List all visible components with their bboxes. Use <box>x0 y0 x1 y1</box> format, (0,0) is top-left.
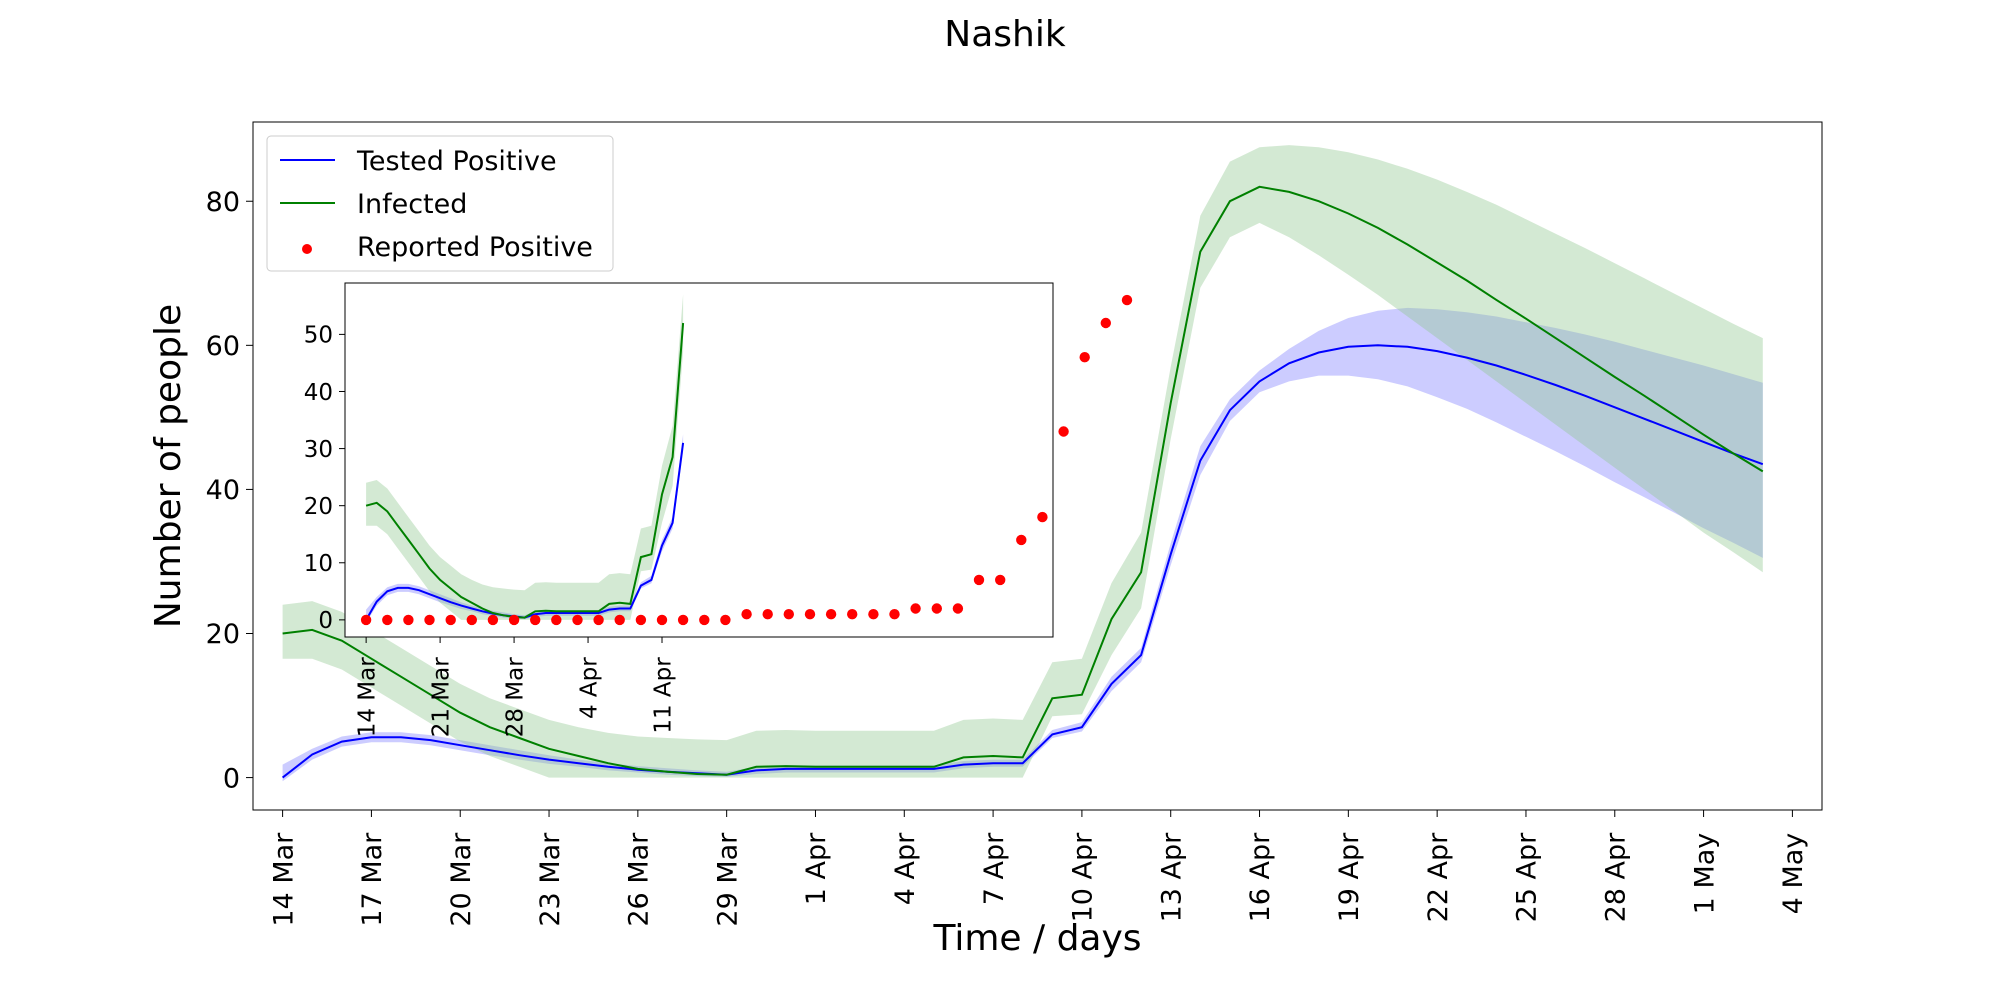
legend-swatch-2 <box>302 244 312 254</box>
inset-point-4 <box>445 614 456 626</box>
inset-xtick-label-2: 28 Mar <box>502 657 528 738</box>
legend-box <box>266 135 614 272</box>
inset-point-34 <box>1079 352 1090 363</box>
inset-point-3 <box>424 614 435 626</box>
main-ytick-label-3: 60 <box>206 331 240 362</box>
main-ytick-label-1: 20 <box>206 619 240 650</box>
main-xtick-label-13: 22 Apr <box>1423 832 1454 923</box>
inset-point-27 <box>931 603 942 614</box>
inset-point-14 <box>656 614 668 626</box>
main-ytick-label-2: 40 <box>206 475 240 506</box>
inset-ytick-label-1: 10 <box>304 551 333 577</box>
main-x-axis-label: Time / days <box>932 918 1141 959</box>
main-line-0 <box>281 344 1764 779</box>
main-xtick-label-15: 28 Apr <box>1600 832 1631 923</box>
inset-point-0 <box>360 614 372 626</box>
inset-point-11 <box>593 614 604 626</box>
main-xtick-label-1: 17 Mar <box>357 832 388 927</box>
legend: Tested Positive Infected Reported Positive <box>266 135 614 272</box>
inset-line-1 <box>365 322 685 619</box>
inset-point-32 <box>1037 511 1048 523</box>
inset-point-17 <box>720 614 731 626</box>
inset-point-8 <box>530 614 541 626</box>
inset-point-5 <box>466 614 477 626</box>
main-xtick-label-6: 1 Apr <box>801 832 832 905</box>
main-xtick-label-14: 25 Apr <box>1512 832 1543 923</box>
inset-point-31 <box>1016 534 1027 546</box>
main-xtick-label-7: 4 Apr <box>890 832 921 905</box>
inset-point-33 <box>1058 426 1069 437</box>
inset-ytick-label-4: 40 <box>304 380 333 406</box>
inset-point-36 <box>1121 294 1133 306</box>
main-xtick-label-10: 13 Apr <box>1156 832 1187 923</box>
inset-point-1 <box>382 614 393 626</box>
main-ytick-label-0: 0 <box>223 763 240 794</box>
inset-point-6 <box>487 614 499 626</box>
inset-point-24 <box>868 609 879 620</box>
inset-point-15 <box>677 614 689 626</box>
inset-xtick-label-4: 11 Apr <box>650 657 676 734</box>
main-band-1 <box>282 145 1763 778</box>
inset-chart: 0 10 20 30 40 50 14 Mar 21 Mar 28 Mar 4 Apr 11 Apr <box>304 282 1133 738</box>
legend-label-2: Reported Positive <box>357 232 593 263</box>
inset-ytick-label-0: 0 <box>318 608 333 634</box>
main-xtick-label-0: 14 Mar <box>268 832 299 927</box>
inset-point-7 <box>508 614 520 626</box>
inset-point-10 <box>572 614 583 626</box>
inset-point-35 <box>1100 317 1112 329</box>
inset-point-2 <box>403 614 414 626</box>
main-line-1 <box>282 185 1764 776</box>
legend-label-0: Tested Positive <box>356 146 557 177</box>
inset-ytick-label-2: 20 <box>304 494 333 520</box>
inset-xtick-label-3: 4 Apr <box>576 657 602 719</box>
inset-point-28 <box>952 603 964 614</box>
main-xtick-label-17: 4 May <box>1778 833 1809 915</box>
inset-frame <box>344 282 1054 638</box>
main-xtick-label-3: 23 Mar <box>535 832 566 927</box>
main-xtick-label-11: 16 Apr <box>1245 832 1276 923</box>
inset-point-22 <box>825 609 837 620</box>
inset-plot-area <box>345 283 1053 637</box>
main-xtick-label-12: 19 Apr <box>1334 832 1365 923</box>
main-xtick-label-9: 10 Apr <box>1068 832 1099 923</box>
chart-title: Nashik <box>944 14 1066 55</box>
inset-point-13 <box>635 614 647 626</box>
main-xtick-label-16: 1 May <box>1689 833 1720 915</box>
inset-point-29 <box>973 574 985 586</box>
inset-ytick-label-3: 30 <box>304 437 333 463</box>
inset-ytick-label-5: 50 <box>304 323 333 349</box>
inset-scatter-2 <box>360 294 1133 626</box>
inset-xtick-label-0: 14 Mar <box>354 657 380 738</box>
inset-point-26 <box>910 603 921 614</box>
inset-point-21 <box>804 609 816 620</box>
main-ytick-label-4: 80 <box>206 187 240 218</box>
inset-point-23 <box>847 609 858 620</box>
inset-point-20 <box>783 609 794 620</box>
inset-point-18 <box>741 609 752 620</box>
main-band-0 <box>282 307 1763 782</box>
main-xtick-label-2: 20 Mar <box>446 832 477 927</box>
inset-point-12 <box>614 614 625 626</box>
inset-point-30 <box>995 574 1006 586</box>
inset-point-19 <box>762 609 773 620</box>
legend-label-1: Infected <box>357 189 467 220</box>
inset-point-9 <box>551 614 562 626</box>
main-xtick-label-8: 7 Apr <box>979 832 1010 905</box>
main-y-axis-label: Number of people <box>148 304 189 628</box>
inset-point-16 <box>699 614 710 626</box>
inset-xtick-label-1: 21 Mar <box>428 657 454 738</box>
inset-point-25 <box>889 609 900 620</box>
main-xtick-label-4: 26 Mar <box>624 832 655 927</box>
main-xtick-label-5: 29 Mar <box>712 832 743 927</box>
main-frame <box>252 121 1823 811</box>
